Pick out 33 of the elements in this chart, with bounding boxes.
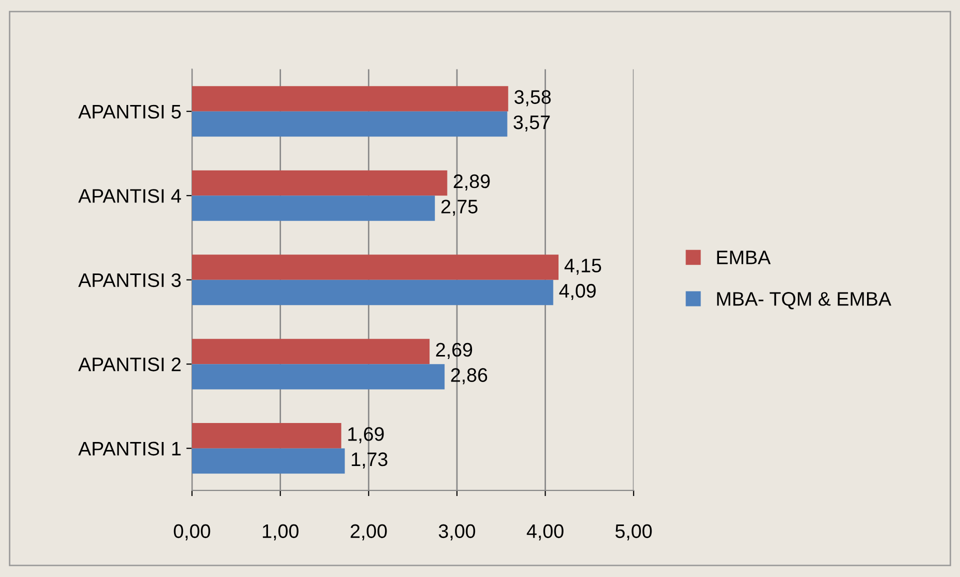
x-tick-label: 3,00 <box>438 524 476 540</box>
x-tick-label: 5,00 <box>615 524 652 540</box>
bar <box>192 448 345 474</box>
y-tick-label: APANTISI 1 <box>78 442 181 456</box>
bar <box>192 364 445 390</box>
bar <box>192 338 430 364</box>
legend-label: EMBA <box>717 250 771 264</box>
data-label: 2,69 <box>436 342 472 359</box>
data-label: 3,57 <box>514 115 550 132</box>
bar <box>192 86 508 112</box>
data-label: 1,69 <box>348 427 384 444</box>
data-label: 1,73 <box>352 452 388 468</box>
data-label: 2,86 <box>451 368 488 384</box>
bar <box>192 170 448 196</box>
data-label: 2,75 <box>441 200 478 216</box>
data-label: 3,58 <box>514 90 551 106</box>
x-tick-label: 2,00 <box>350 524 387 540</box>
data-label: 2,89 <box>454 174 490 190</box>
x-tick-label: 1,00 <box>262 524 298 540</box>
x-tick-label: 4,00 <box>526 524 564 540</box>
y-tick-label: APANTISI 4 <box>78 189 182 203</box>
data-label: 4,15 <box>564 258 602 275</box>
y-tick-label: APANTISI 2 <box>78 358 181 372</box>
y-tick-label: APANTISI 3 <box>78 273 181 288</box>
y-tick-label: APANTISI 5 <box>78 104 181 119</box>
bar <box>192 196 435 221</box>
data-label: 4,09 <box>559 284 596 300</box>
bar <box>192 423 342 448</box>
legend-label: MBA- TQM & EMBA <box>717 292 892 310</box>
bar <box>192 111 508 137</box>
x-tick-label: 0,00 <box>174 524 210 540</box>
bar <box>192 280 554 306</box>
bar <box>192 254 559 280</box>
